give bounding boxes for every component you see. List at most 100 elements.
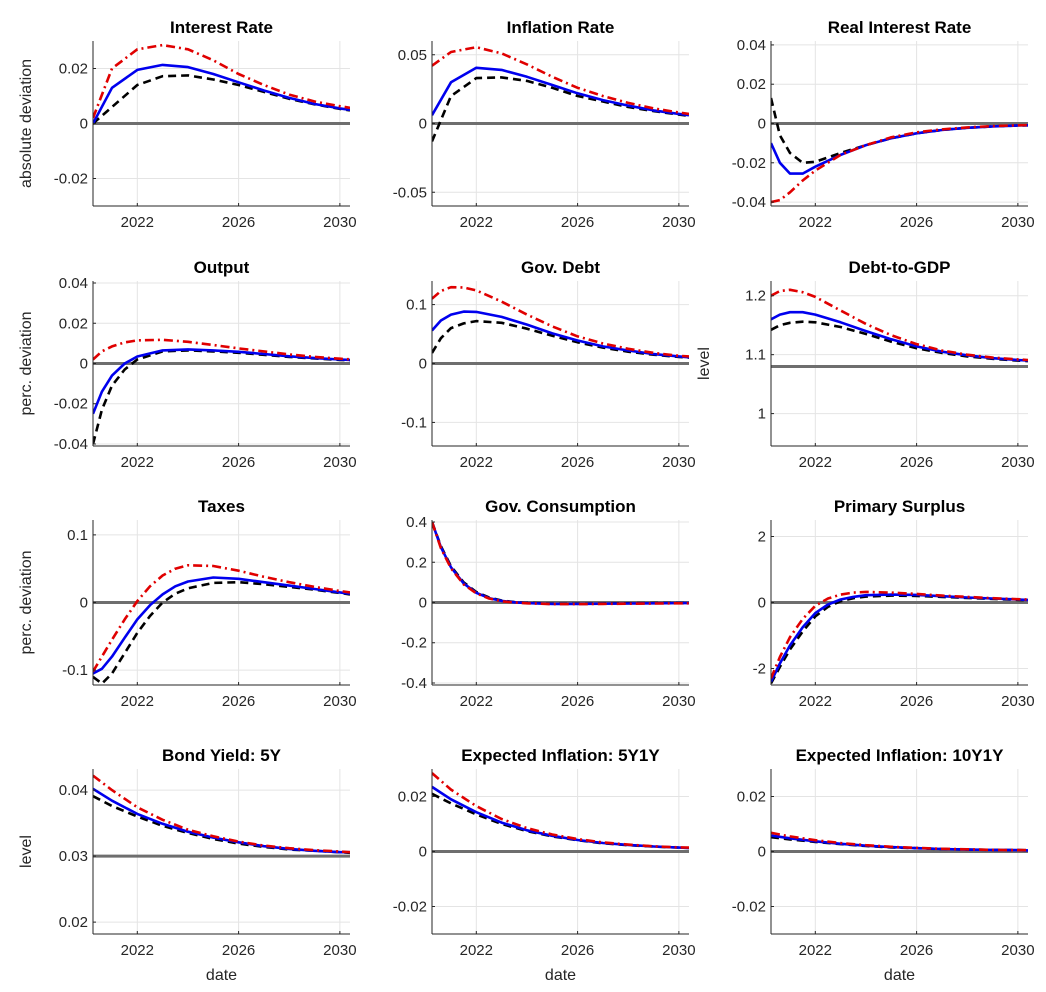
series-group (432, 772, 689, 850)
x-tick-label: 2026 (222, 214, 255, 231)
x-tick-label: 2030 (1001, 454, 1034, 471)
series-line-red-dashdot (432, 285, 689, 358)
series-line-red-dashdot (432, 521, 689, 606)
panel-title: Inflation Rate (507, 18, 615, 37)
x-tick-label: 2026 (561, 214, 594, 231)
x-tick-label: 2026 (900, 214, 933, 231)
y-tick-label: 0 (758, 116, 766, 133)
panel-real-interest-rate: -0.04 -0.02 0 0.02 0.04 2022 2026 2030 Real Inte… (732, 18, 1035, 231)
y-tick-label: -0.1 (62, 662, 88, 679)
x-tick-label: 2030 (662, 942, 695, 959)
panel-output: -0.04 -0.02 0 0.02 0.04 2022 2026 2030 Output per… (18, 258, 357, 471)
x-tick-label: 2022 (799, 454, 832, 471)
y-tick-label: -0.02 (732, 899, 766, 916)
y-tick-label: -0.2 (401, 635, 427, 652)
series-group (432, 521, 689, 606)
panel-title: Real Interest Rate (828, 18, 972, 37)
series-line-black-dashed (93, 580, 350, 685)
series-group (771, 97, 1028, 204)
panel-title: Taxes (198, 497, 245, 516)
y-tick-label: 0.02 (59, 61, 88, 78)
y-tick-label: 0.04 (59, 275, 88, 292)
x-tick-label: 2022 (460, 693, 493, 710)
panel-title: Primary Surplus (834, 497, 965, 516)
x-tick-label: 2030 (323, 942, 356, 959)
y-tick-label: 0 (419, 356, 427, 373)
x-tick-label: 2022 (121, 454, 154, 471)
panel-primary-surplus: -2 0 2 2022 2026 2030 Primary Surplus (753, 497, 1035, 710)
y-axis-label: absolute deviation (18, 59, 35, 188)
y-tick-label: -0.04 (54, 436, 88, 453)
y-tick-label: -0.02 (393, 899, 427, 916)
series-group (432, 45, 689, 142)
y-tick-label: 1 (758, 406, 766, 423)
y-tick-label: -0.02 (54, 171, 88, 188)
panel-title: Expected Inflation: 10Y1Y (796, 746, 1004, 765)
y-tick-label: 0.02 (59, 315, 88, 332)
y-tick-label: -2 (753, 661, 766, 678)
x-tick-label: 2026 (561, 693, 594, 710)
y-tick-label: -0.02 (54, 396, 88, 413)
y-tick-label: 0 (419, 116, 427, 133)
x-axis-label: date (545, 967, 576, 984)
x-tick-label: 2022 (121, 214, 154, 231)
y-tick-label: 0.05 (398, 47, 427, 64)
y-tick-label: 0 (758, 844, 766, 861)
y-tick-label: -0.4 (401, 675, 427, 692)
y-tick-label: 0.1 (67, 527, 88, 544)
series-group (93, 774, 350, 855)
series-line-red-dashdot (771, 831, 1028, 852)
y-tick-label: 1.1 (745, 347, 766, 364)
series-line-red-dashdot (93, 774, 350, 854)
y-tick-label: 0.02 (59, 914, 88, 931)
x-tick-label: 2022 (799, 214, 832, 231)
series-group (93, 338, 350, 445)
series-line-blue-solid (93, 348, 350, 415)
y-tick-label: 0.02 (737, 789, 766, 806)
x-tick-label: 2030 (323, 214, 356, 231)
series-line-blue-solid (432, 785, 689, 850)
x-tick-label: 2022 (460, 454, 493, 471)
x-tick-label: 2022 (799, 942, 832, 959)
y-tick-label: 0 (419, 595, 427, 612)
panel-title: Gov. Debt (521, 258, 600, 277)
series-line-blue-solid (432, 66, 689, 117)
plot-area (771, 281, 1028, 446)
y-tick-label: 0 (80, 356, 88, 373)
panel-title: Gov. Consumption (485, 497, 636, 516)
series-group (771, 288, 1028, 363)
x-tick-label: 2030 (323, 454, 356, 471)
y-tick-label: 0.04 (737, 37, 766, 54)
x-tick-label: 2022 (121, 942, 154, 959)
panel-debt-to-gdp: 1 1.1 1.2 2022 2026 2030 Debt-to-GDP level (696, 258, 1035, 471)
panel-interest-rate: -0.02 0 0.02 2022 2026 2030 Interest Rate absol… (18, 18, 357, 231)
series-line-red-dashdot (771, 123, 1028, 204)
series-group (93, 563, 350, 685)
y-tick-label: 0.04 (59, 782, 88, 799)
x-axis-label: date (206, 967, 237, 984)
series-line-black-dashed (93, 74, 350, 125)
y-tick-label: -0.1 (401, 414, 427, 431)
series-group (93, 43, 350, 125)
panel-expected-inflation-5y1y: -0.02 0 0.02 2022 2026 2030 Expected Inflation… (393, 746, 696, 984)
x-tick-label: 2026 (222, 693, 255, 710)
x-tick-label: 2030 (662, 693, 695, 710)
x-tick-label: 2030 (662, 454, 695, 471)
x-tick-label: 2022 (121, 693, 154, 710)
panel-title: Interest Rate (170, 18, 273, 37)
series-line-red-dashdot (771, 590, 1028, 679)
y-tick-label: 0.03 (59, 848, 88, 865)
y-tick-label: 0.1 (406, 297, 427, 314)
y-tick-label: 0.02 (737, 76, 766, 93)
x-tick-label: 2026 (900, 454, 933, 471)
panel-title: Output (194, 258, 250, 277)
x-tick-label: 2030 (1001, 942, 1034, 959)
x-tick-label: 2022 (460, 942, 493, 959)
series-group (432, 285, 689, 359)
x-tick-label: 2030 (662, 214, 695, 231)
y-tick-label: 0 (758, 595, 766, 612)
panel-taxes: -0.1 0 0.1 2022 2026 2030 Taxes perc. deviation (18, 497, 357, 710)
x-tick-label: 2026 (900, 942, 933, 959)
series-group (771, 590, 1028, 685)
